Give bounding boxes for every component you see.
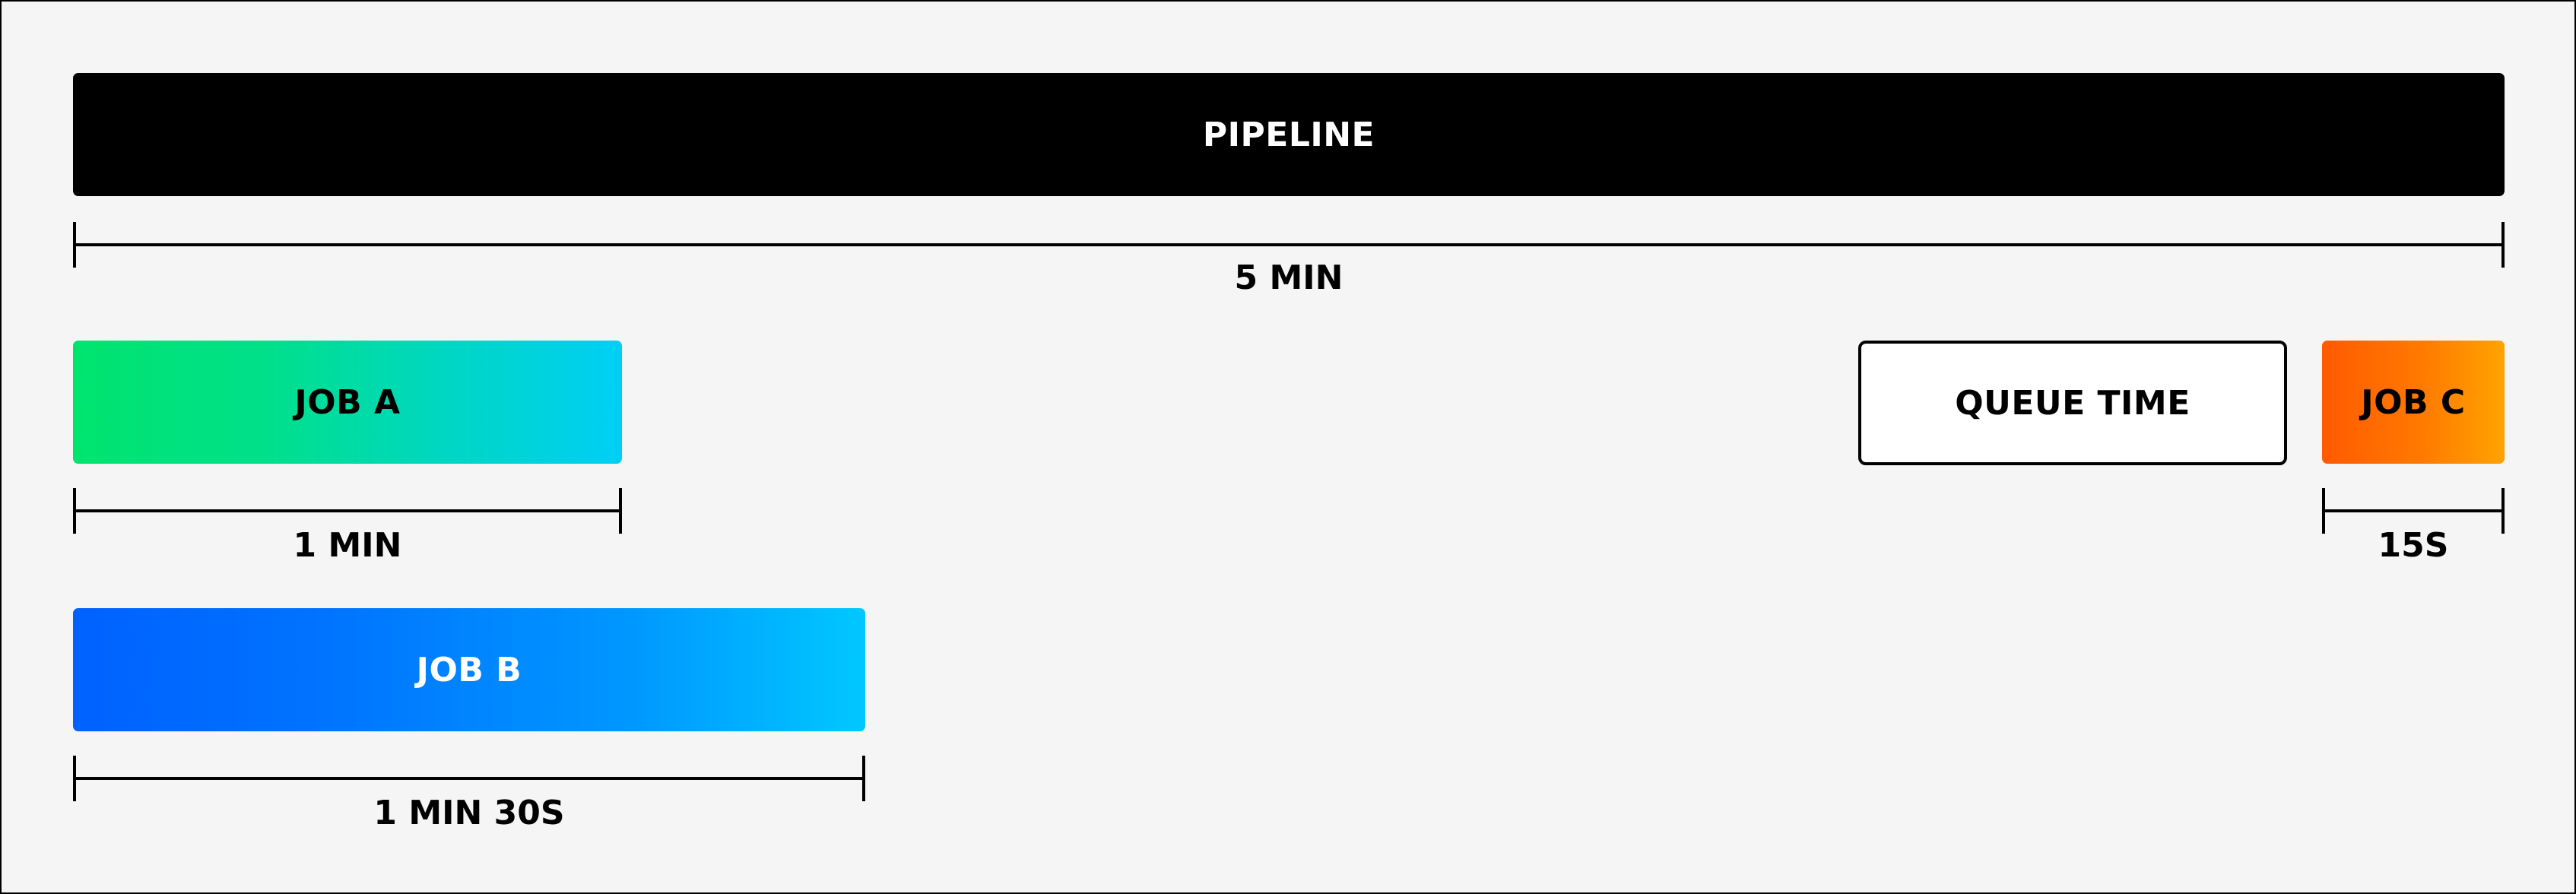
bracket-line [73,777,865,780]
job-b-bar: JOB B [73,608,865,731]
job-a-duration-bracket [73,488,622,534]
job-c-label: JOB C [2361,382,2466,422]
job-c-duration-bracket [2322,488,2505,534]
bracket-line [73,509,622,512]
job-c-duration-label: 15S [2378,526,2449,565]
bracket-line [2322,509,2505,512]
bracket-end-tick [619,488,622,534]
pipeline-bar: PIPELINE [73,73,2505,196]
queue-time-label: QUEUE TIME [1955,383,2191,423]
job-b-duration-label: 1 MIN 30S [373,794,565,832]
job-a-label: JOB A [294,382,401,422]
job-c-bar: JOB C [2322,341,2505,464]
pipeline-duration-label: 5 MIN [1234,258,1344,297]
job-a-bar: JOB A [73,341,622,464]
bracket-end-tick [862,756,865,801]
bracket-end-tick [2501,222,2505,268]
job-b-duration-bracket [73,756,865,801]
pipeline-label: PIPELINE [1202,115,1375,154]
bracket-end-tick [2501,488,2505,534]
queue-time-box: QUEUE TIME [1858,341,2287,465]
job-b-label: JOB B [416,650,522,690]
job-a-duration-label: 1 MIN [293,526,402,565]
bracket-line [73,243,2505,246]
pipeline-duration-bracket [73,222,2505,268]
